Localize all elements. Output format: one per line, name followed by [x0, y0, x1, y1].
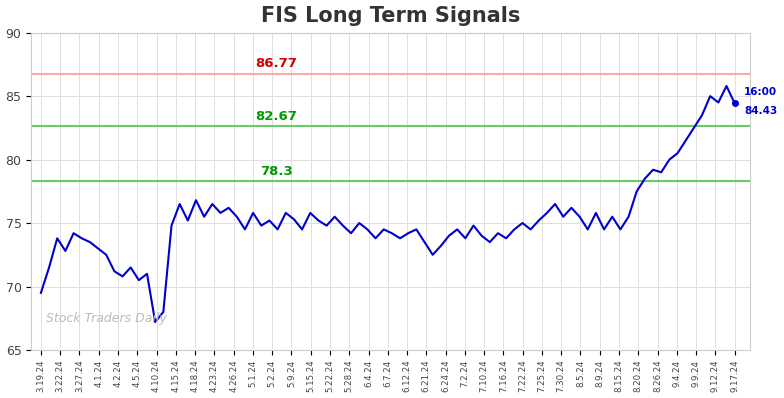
Text: 78.3: 78.3 [260, 165, 292, 178]
Text: 86.77: 86.77 [256, 57, 297, 70]
Text: Stock Traders Daily: Stock Traders Daily [45, 312, 166, 325]
Text: 82.67: 82.67 [256, 109, 297, 123]
Text: 16:00: 16:00 [744, 87, 778, 97]
Title: FIS Long Term Signals: FIS Long Term Signals [261, 6, 521, 25]
Text: 84.43: 84.43 [744, 106, 778, 116]
